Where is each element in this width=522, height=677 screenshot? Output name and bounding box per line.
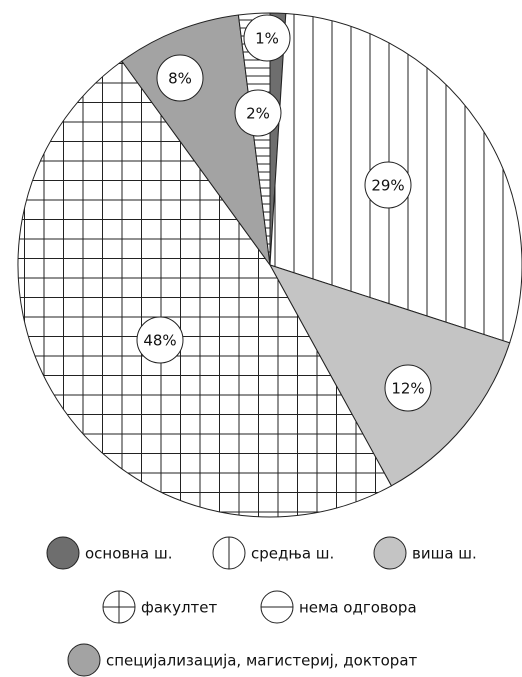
data-label: 2% bbox=[246, 105, 270, 123]
data-label: 8% bbox=[168, 70, 192, 88]
legend-swatch bbox=[67, 643, 101, 677]
legend-swatch bbox=[46, 536, 80, 570]
data-label: 12% bbox=[391, 380, 424, 398]
label-bubble bbox=[156, 54, 204, 102]
data-label: 48% bbox=[143, 332, 176, 350]
legend-label: факултет bbox=[141, 599, 218, 617]
legend-label: средња ш. bbox=[251, 545, 334, 563]
pie-slice bbox=[237, 12, 271, 266]
legend-label: специјализација, магистериј, докторат bbox=[106, 652, 418, 670]
legend-label: основна ш. bbox=[85, 545, 173, 563]
label-bubble bbox=[243, 14, 291, 62]
label-bubble bbox=[364, 161, 412, 209]
pie-slice bbox=[17, 60, 393, 518]
label-bubble bbox=[136, 316, 184, 364]
label-bubble bbox=[384, 364, 432, 412]
label-bubble bbox=[234, 89, 282, 137]
legend-label: нема одговора bbox=[299, 599, 417, 617]
data-label: 1% bbox=[255, 30, 279, 48]
data-label: 29% bbox=[371, 177, 404, 195]
legend-swatch bbox=[373, 536, 407, 570]
legend-label: виша ш. bbox=[412, 545, 477, 563]
